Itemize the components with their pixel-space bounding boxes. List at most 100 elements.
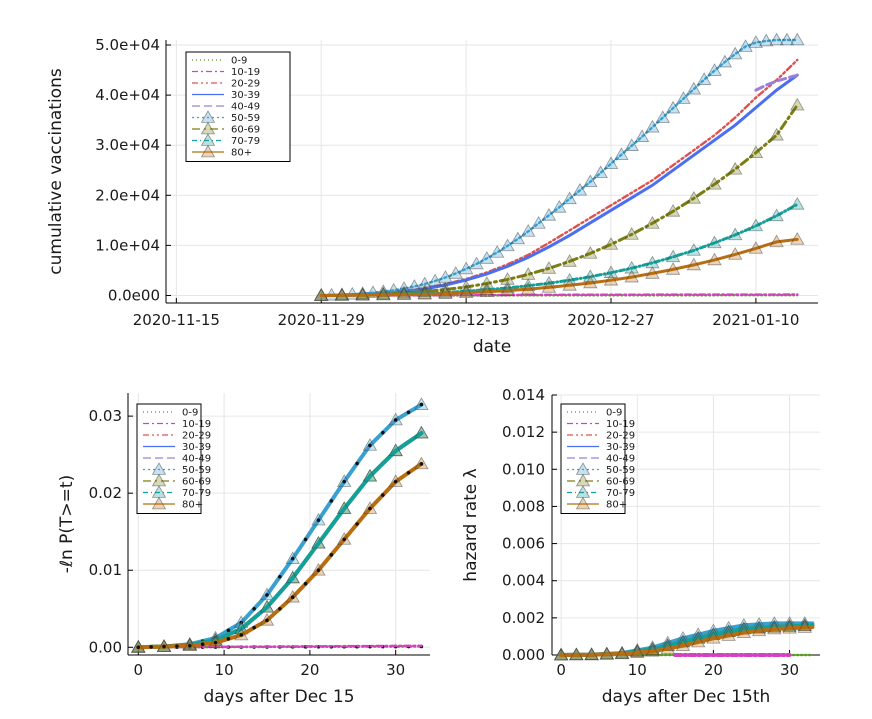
marker-70-79 xyxy=(388,443,403,457)
marker-50-59 xyxy=(427,273,443,287)
data-point-80+ xyxy=(278,606,282,611)
data-point-80+ xyxy=(252,625,256,630)
marker-50-59 xyxy=(531,216,546,229)
data-point-80+ xyxy=(342,537,347,542)
data-point-80+ xyxy=(239,633,244,637)
marker-80+ xyxy=(334,288,350,301)
chart-neg-log-survival: 0 10 20 30 0.00 0.01 0.02 0.03 days after Dec 15… xyxy=(57,393,430,707)
marker-80+ xyxy=(553,647,569,661)
marker-50-59 xyxy=(634,129,650,142)
data-point-50-59 xyxy=(303,537,308,542)
marker-80+ xyxy=(314,288,329,301)
marker-50-59 xyxy=(614,147,629,160)
marker-70-79 xyxy=(707,235,722,249)
legend-label-80+: 80+ xyxy=(182,500,203,511)
y-tick-label: 0.002 xyxy=(502,609,545,627)
y-tick-label: 0.014 xyxy=(502,386,545,404)
marker-80+ xyxy=(660,641,675,654)
data-point-80+ xyxy=(329,553,334,557)
marker-60-69 xyxy=(748,145,764,158)
data-point-80+ xyxy=(393,479,398,484)
marker-80+ xyxy=(665,262,681,275)
marker-50-59 xyxy=(645,119,660,133)
data-point-50-59 xyxy=(265,593,269,597)
y-tick-label: 0.03 xyxy=(89,407,122,425)
marker-50-59 xyxy=(489,245,505,258)
marker-80+ xyxy=(707,252,722,266)
marker-80+ xyxy=(748,241,764,254)
x-axis-label: days after Dec 15 xyxy=(203,687,354,707)
legend-label-0-9: 0-9 xyxy=(231,56,247,67)
data-point-50-59 xyxy=(278,574,282,579)
legend-label-60-69: 60-69 xyxy=(182,477,211,488)
x-axis-label: days after Dec 15th xyxy=(602,687,771,707)
marker-50-59 xyxy=(448,266,463,279)
marker-50-59 xyxy=(696,72,712,85)
marker-50-59 xyxy=(562,191,577,205)
marker-50-59 xyxy=(707,63,722,76)
marker-50-59 xyxy=(665,100,681,114)
legend-label-70-79: 70-79 xyxy=(182,488,211,499)
marker-80+ xyxy=(569,647,584,661)
series-line-80+ xyxy=(559,625,815,657)
marker-80+ xyxy=(376,287,391,301)
data-point-80+ xyxy=(381,493,385,497)
chart-cumulative-vaccinations: 2020-11-15 2020-11-29 2020-12-13 2020-12-27… xyxy=(46,32,818,357)
x-tick-label: 20 xyxy=(300,661,319,679)
marker-70-79 xyxy=(259,599,275,613)
data-point-50-59 xyxy=(393,418,398,422)
legend-label-50-59: 50-59 xyxy=(231,113,260,124)
marker-80+ xyxy=(438,286,453,299)
x-tick-label: 2020-11-29 xyxy=(278,311,365,329)
x-tick-label: 30 xyxy=(780,661,799,679)
data-point-80+ xyxy=(419,462,424,466)
y-axis-label: cumulative vaccinations xyxy=(46,68,66,275)
marker-80+ xyxy=(479,284,495,298)
marker-70-79 xyxy=(645,255,660,269)
data-point-80+ xyxy=(290,595,295,600)
legend-label-40-49: 40-49 xyxy=(182,454,211,465)
marker-50-59 xyxy=(458,261,474,275)
data-point-80+ xyxy=(187,643,192,648)
marker-50-59 xyxy=(572,182,588,196)
x-tick-label: 10 xyxy=(628,661,647,679)
y-tick-label: 0.02 xyxy=(89,484,122,502)
marker-60-69 xyxy=(728,161,743,175)
marker-50-59 xyxy=(510,231,526,245)
y-tick-label: 0.010 xyxy=(502,460,545,478)
data-point-80+ xyxy=(265,618,269,623)
y-tick-label: 0.00 xyxy=(89,638,122,656)
legend-label-80+: 80+ xyxy=(231,148,252,159)
marker-60-69 xyxy=(790,97,805,111)
y-tick-label: 1.0e+04 xyxy=(95,236,160,254)
marker-80+ xyxy=(603,272,619,286)
x-tick-label: 2020-12-27 xyxy=(567,311,654,329)
data-point-80+ xyxy=(175,644,179,648)
legend-label-20-29: 20-29 xyxy=(231,79,260,90)
marker-50-59 xyxy=(417,276,432,290)
data-point-50-59 xyxy=(406,410,411,415)
y-axis-label: -ℓn P(T>=t) xyxy=(57,475,77,573)
series-line-50-59 xyxy=(320,38,799,297)
data-point-50-59 xyxy=(419,402,424,407)
legend-label-30-39: 30-39 xyxy=(182,442,211,453)
marker-80+ xyxy=(396,287,412,300)
marker-50-59 xyxy=(686,81,701,95)
marker-50-59 xyxy=(790,32,805,46)
legend-label-40-49: 40-49 xyxy=(606,454,635,465)
series-line-40-49 xyxy=(754,73,799,92)
marker-70-79 xyxy=(769,208,784,222)
y-tick-label: 0.012 xyxy=(502,423,545,441)
data-point-80+ xyxy=(162,644,166,649)
marker-80+ xyxy=(645,266,660,279)
legend-label-70-79: 70-79 xyxy=(606,488,635,499)
data-point-80+ xyxy=(316,568,321,573)
legend-box xyxy=(560,403,626,514)
marker-50-59 xyxy=(469,256,484,270)
x-tick-label: 20 xyxy=(704,661,723,679)
legend-box xyxy=(185,51,291,162)
data-point-80+ xyxy=(213,640,218,645)
marker-80+ xyxy=(584,647,599,661)
legend-label-0-9: 0-9 xyxy=(182,408,198,419)
